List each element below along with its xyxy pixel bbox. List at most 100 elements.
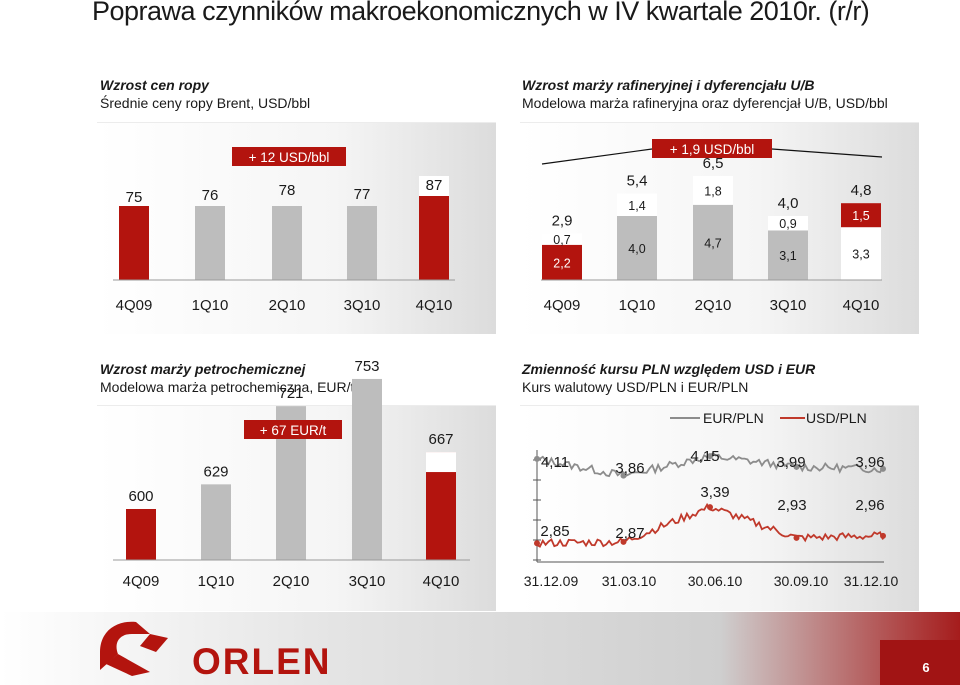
margin-base-label: 3,3 (852, 248, 869, 262)
margin-diff-label: 0,7 (553, 233, 570, 247)
oil-bar-label: 87 (426, 177, 443, 194)
margin-panel-header: Wzrost marży rafineryjnej i dyferencjału… (522, 76, 888, 112)
oil-bar-label: 76 (202, 187, 219, 204)
margin-bar-base (617, 216, 657, 280)
petro-bar (126, 509, 156, 560)
petro-x-tick: 2Q10 (273, 573, 310, 590)
fx-usd-label: 3,39 (700, 484, 729, 501)
petro-x-tick: 1Q10 (198, 573, 235, 590)
fx-point (793, 534, 800, 541)
margin-bar-diff (768, 216, 808, 231)
oil-bar (272, 206, 302, 280)
margin-bar-base (542, 244, 582, 280)
petro-x-tick: 4Q09 (123, 573, 160, 590)
page-number: 6 (922, 660, 929, 675)
oil-badge: + 12 USD/bbl (232, 147, 346, 166)
fx-point (793, 463, 800, 470)
fx-legend-usd: USD/PLN (806, 410, 867, 426)
fx-point (707, 453, 713, 460)
margin-bar-base (693, 204, 733, 280)
petro-bar-label: 667 (428, 431, 453, 448)
oil-x-tick: 4Q10 (416, 297, 453, 314)
fx-eur-label: 4,11 (541, 454, 569, 471)
margin-badge-arrow-left (541, 148, 653, 165)
margin-x-tick: 3Q10 (770, 297, 807, 314)
margin-x-tick: 4Q09 (544, 297, 581, 314)
petrochemical-margin-chart: 600 4Q09 629 1Q10 721 2Q10 753 3Q10 667 4Q10 (113, 358, 470, 590)
fx-point (534, 540, 540, 547)
fx-point (620, 472, 627, 479)
margin-total-label: 5,4 (627, 173, 648, 190)
oil-panel-header: Wzrost cen ropy Średnie ceny ropy Brent,… (100, 76, 310, 112)
margin-bar-base (768, 230, 808, 280)
fx-point (880, 465, 886, 472)
fx-rate-chart: 4,11 3,86 4,15 3,99 3,96 2,85 2,87 3,39 2,93 2,96… (524, 410, 899, 589)
petro-bar-label: 629 (203, 463, 228, 480)
fx-x-tick: 31.12.09 (524, 573, 579, 589)
oil-bar-label: 77 (354, 186, 371, 203)
margin-base-label: 3,1 (779, 249, 796, 263)
fx-point (534, 455, 540, 462)
margin-total-label: 4,8 (851, 182, 872, 199)
fx-point (620, 538, 627, 545)
margin-bar-diff (841, 203, 881, 228)
fx-x-tick: 31.12.10 (844, 573, 899, 589)
petro-panel-subtitle: Modelowa marża petrochemiczna, EUR/t (100, 379, 355, 395)
oil-badge-text: + 12 USD/bbl (249, 150, 330, 165)
oil-price-chart: 75 4Q09 76 1Q10 78 2Q10 77 3Q10 87 4Q10 (113, 176, 455, 314)
oil-x-tick: 4Q09 (116, 297, 153, 314)
oil-panel-subtitle: Średnie ceny ropy Brent, USD/bbl (100, 95, 311, 111)
fx-eur-label: 3,99 (776, 454, 805, 471)
margin-diff-label: 0,9 (779, 217, 796, 231)
footer: ORLEN 6 (0, 612, 960, 685)
margin-bar-base (841, 227, 881, 280)
oil-panel-title: Wzrost cen ropy (100, 77, 209, 93)
margin-x-tick: 4Q10 (843, 297, 880, 314)
margin-total-label: 6,5 (703, 155, 724, 172)
margin-panel-title: Wzrost marży rafineryjnej i dyferencjału… (522, 77, 815, 93)
oil-bar (347, 206, 377, 280)
oil-bar-label: 78 (279, 182, 296, 199)
fx-eur-label: 3,86 (615, 460, 644, 477)
fx-point (707, 504, 713, 511)
margin-base-label: 4,0 (628, 242, 645, 256)
footer-band (0, 612, 960, 685)
fx-usd-label: 2,93 (777, 497, 806, 514)
fx-eur-label: 3,96 (855, 454, 884, 471)
fx-x-tick: 30.06.10 (688, 573, 743, 589)
margin-badge-text: + 1,9 USD/bbl (670, 142, 754, 157)
oil-bar-label: 75 (126, 189, 143, 206)
margin-total-label: 4,0 (778, 195, 799, 212)
margin-panel-subtitle: Modelowa marża rafineryjna oraz dyferenc… (522, 95, 888, 111)
margin-diff-label: 1,4 (628, 199, 645, 213)
petro-bar-label: 721 (278, 385, 303, 402)
page-number-box (880, 640, 960, 685)
margin-x-tick: 1Q10 (619, 297, 656, 314)
petro-bar (352, 378, 382, 560)
petro-bar-label: 753 (354, 358, 379, 375)
fx-panel-subtitle: Kurs walutowy USD/PLN i EUR/PLN (522, 379, 749, 395)
margin-diff-label: 1,8 (704, 184, 721, 198)
petro-bar (201, 484, 231, 560)
margin-x-tick: 2Q10 (695, 297, 732, 314)
refining-margin-chart: 2,2 0,7 2,9 4Q09 4,0 1,4 5,4 1Q10 4,7 1,8 6,5 2Q10 3… (541, 148, 883, 314)
fx-usd-label: 2,87 (615, 525, 644, 542)
margin-bar-diff (693, 176, 733, 205)
margin-base-label: 4,7 (704, 236, 721, 250)
margin-base-label: 2,2 (553, 256, 570, 270)
margin-diff-label: 1,5 (852, 209, 869, 223)
fx-panel (520, 405, 919, 611)
petro-panel-header: Wzrost marży petrochemicznej Modelowa ma… (100, 360, 354, 396)
oil-bar-cap (419, 176, 449, 196)
margin-bar-diff (542, 233, 582, 245)
fx-usd-label: 2,96 (855, 497, 884, 514)
fx-point (880, 532, 886, 539)
fx-eur-label: 4,15 (690, 448, 719, 465)
petro-bar-label: 600 (128, 488, 153, 505)
petro-panel-title: Wzrost marży petrochemicznej (100, 361, 306, 377)
margin-badge: + 1,9 USD/bbl (652, 139, 772, 158)
fx-x-tick: 30.09.10 (774, 573, 829, 589)
fx-legend-eur: EUR/PLN (703, 410, 764, 426)
page-title: Poprawa czynników makroekonomicznych w I… (92, 0, 870, 26)
